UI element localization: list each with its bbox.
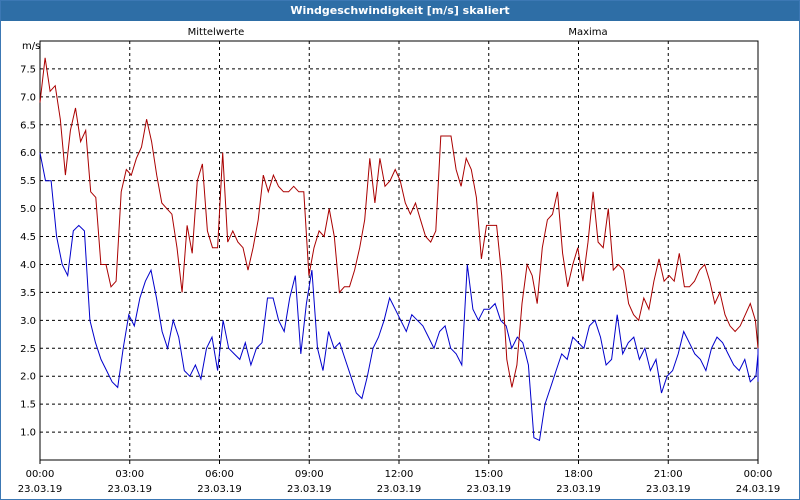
- y-tick-label: 3.5: [20, 288, 36, 299]
- x-tick-time: 00:00: [26, 469, 55, 480]
- series-line-mittelwerte: [39, 152, 759, 442]
- y-tick-label: 5.0: [20, 204, 36, 215]
- x-tick-date: 23.03.19: [466, 484, 511, 495]
- x-tick-time: 03:00: [115, 469, 144, 480]
- y-tick-label: 2.0: [20, 372, 36, 383]
- y-tick-label: 4.0: [20, 260, 36, 271]
- y-tick-label: 3.0: [20, 316, 36, 327]
- x-tick-date: 23.03.19: [377, 484, 422, 495]
- x-tick-date: 24.03.19: [736, 484, 781, 495]
- y-tick-label: 4.5: [20, 232, 36, 243]
- series-line-maxima: [39, 57, 759, 388]
- y-tick-label: 6.0: [20, 148, 36, 159]
- x-tick-date: 23.03.19: [197, 484, 242, 495]
- x-tick-date: 23.03.19: [107, 484, 152, 495]
- x-tick-time: 18:00: [564, 469, 593, 480]
- legend-maxima: Maxima: [568, 27, 607, 38]
- y-tick-label: 1.5: [20, 400, 36, 411]
- y-axis-label: m/s: [22, 41, 40, 52]
- legend-mittelwerte: Mittelwerte: [188, 27, 245, 38]
- x-tick-date: 23.03.19: [287, 484, 332, 495]
- y-tick-label: 7.0: [20, 92, 36, 103]
- y-tick-label: 2.5: [20, 344, 36, 355]
- y-axis: 1.0 1.5 2.0 2.5 3.0 3.5 4.0 4.5 5.0 5.5 6.0 6.5 7.0 7…: [20, 64, 36, 438]
- x-tick-time: 21:00: [654, 469, 683, 480]
- y-tick-label: 1.0: [20, 428, 36, 439]
- y-tick-label: 5.5: [20, 176, 36, 187]
- x-tick-date: 23.03.19: [556, 484, 601, 495]
- x-tick-time: 00:00: [744, 469, 773, 480]
- x-tick-time: 12:00: [385, 469, 414, 480]
- y-tick-label: 7.5: [20, 64, 36, 75]
- series-lines: [39, 57, 759, 442]
- x-tick-time: 06:00: [205, 469, 234, 480]
- y-tick-label: 6.5: [20, 120, 36, 131]
- x-tick-time: 15:00: [474, 469, 503, 480]
- x-axis: 00:00 23.03.19 03:00 23.03.19 06:00 23.03.19 0…: [18, 460, 781, 495]
- x-tick-date: 23.03.19: [18, 484, 63, 495]
- grid: [39, 40, 759, 461]
- x-tick-time: 09:00: [295, 469, 324, 480]
- x-tick-date: 23.03.19: [646, 484, 691, 495]
- window-title: Windgeschwindigkeit [m/s] skaliert: [1, 1, 799, 21]
